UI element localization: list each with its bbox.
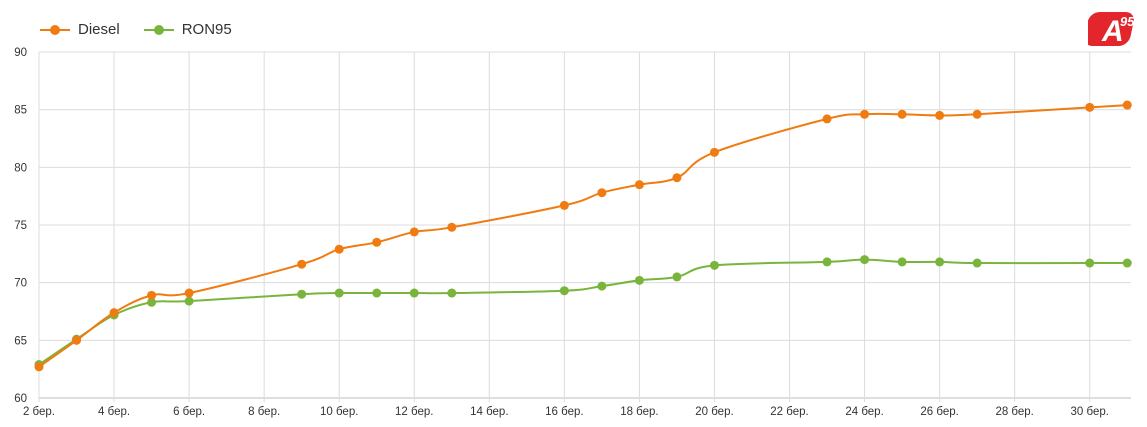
data-point-ron95[interactable] [860, 255, 870, 265]
legend-swatch-ron95 [143, 24, 174, 36]
data-point-ron95[interactable] [897, 257, 907, 267]
data-point-diesel[interactable] [672, 173, 682, 183]
data-point-ron95[interactable] [634, 275, 644, 285]
data-point-ron95[interactable] [372, 288, 382, 298]
series-ron95 [34, 255, 1132, 370]
y-tick-label: 70 [14, 278, 27, 290]
data-point-diesel[interactable] [409, 227, 419, 237]
data-point-diesel[interactable] [822, 114, 832, 124]
data-point-ron95[interactable] [409, 288, 419, 298]
data-point-ron95[interactable] [597, 281, 607, 291]
data-point-diesel[interactable] [935, 110, 945, 120]
data-point-ron95[interactable] [334, 288, 344, 298]
data-point-ron95[interactable] [297, 289, 307, 299]
data-point-diesel[interactable] [559, 200, 569, 210]
data-point-diesel[interactable] [860, 109, 870, 119]
data-point-diesel[interactable] [334, 244, 344, 254]
series-line-ron95 [38, 258, 1128, 366]
data-point-diesel[interactable] [972, 109, 982, 119]
data-point-ron95[interactable] [672, 272, 682, 282]
x-tick-label: 30 бер. [1071, 406, 1109, 418]
data-point-diesel[interactable] [447, 222, 457, 232]
chart-grid [38, 51, 1131, 402]
y-tick-label: 65 [14, 335, 27, 347]
data-point-diesel[interactable] [72, 335, 82, 345]
data-point-ron95[interactable] [972, 258, 982, 268]
data-point-diesel[interactable] [147, 290, 157, 300]
legend-label-ron95: RON95 [181, 21, 232, 38]
data-point-diesel[interactable] [1122, 100, 1132, 110]
data-point-diesel[interactable] [634, 180, 644, 190]
data-point-ron95[interactable] [559, 286, 569, 296]
data-point-diesel[interactable] [897, 109, 907, 119]
y-axis: 60 65 70 75 80 85 90 [14, 47, 27, 405]
y-tick-label: 85 [14, 105, 27, 117]
logo-letter: A [1101, 15, 1124, 48]
x-tick-label: 18 бер. [620, 406, 658, 418]
x-tick-label: 2 бер. [23, 406, 55, 418]
series-line-diesel [38, 104, 1128, 368]
x-tick-label: 14 бер. [470, 406, 508, 418]
y-tick-label: 60 [14, 393, 27, 405]
data-point-ron95[interactable] [822, 257, 832, 267]
data-point-ron95[interactable] [184, 296, 194, 306]
legend-item-ron95[interactable]: RON95 [143, 21, 232, 38]
data-point-diesel[interactable] [109, 308, 119, 318]
data-point-diesel[interactable] [297, 259, 307, 269]
a95-logo: A 95 [1088, 12, 1135, 48]
data-point-ron95[interactable] [1122, 258, 1132, 268]
data-point-ron95[interactable] [935, 257, 945, 267]
x-tick-label: 8 бер. [248, 406, 280, 418]
legend-swatch-diesel [40, 24, 70, 36]
x-tick-label: 10 бер. [320, 406, 358, 418]
x-axis: 2 бер. 4 бер. 6 бер. 8 бер. 10 бер. 12 бер. 14… [23, 406, 1109, 418]
y-tick-label: 90 [14, 47, 27, 59]
x-tick-label: 6 бер. [173, 406, 205, 418]
chart-legend: Diesel RON95 [40, 21, 232, 38]
x-tick-label: 20 бер. [695, 406, 733, 418]
data-point-diesel[interactable] [1085, 102, 1095, 112]
data-point-diesel[interactable] [709, 147, 719, 157]
data-point-ron95[interactable] [447, 288, 457, 298]
data-point-diesel[interactable] [34, 362, 44, 372]
data-point-ron95[interactable] [147, 297, 157, 307]
y-tick-label: 80 [14, 162, 27, 174]
logo-superscript: 95 [1120, 14, 1135, 29]
x-tick-label: 4 бер. [98, 406, 130, 418]
x-tick-label: 16 бер. [545, 406, 583, 418]
x-tick-label: 24 бер. [845, 406, 883, 418]
x-tick-label: 28 бер. [995, 406, 1033, 418]
data-point-diesel[interactable] [184, 288, 194, 298]
data-point-ron95[interactable] [709, 260, 719, 270]
y-tick-label: 75 [14, 220, 27, 232]
data-point-diesel[interactable] [372, 237, 382, 247]
data-point-diesel[interactable] [597, 188, 607, 198]
chart-series [34, 100, 1132, 372]
x-tick-label: 22 бер. [770, 406, 808, 418]
legend-label-diesel: Diesel [78, 21, 120, 38]
x-tick-label: 12 бер. [395, 406, 433, 418]
data-point-ron95[interactable] [1085, 258, 1095, 268]
legend-item-diesel[interactable]: Diesel [40, 21, 120, 38]
series-diesel [34, 100, 1132, 372]
x-tick-label: 26 бер. [920, 406, 958, 418]
